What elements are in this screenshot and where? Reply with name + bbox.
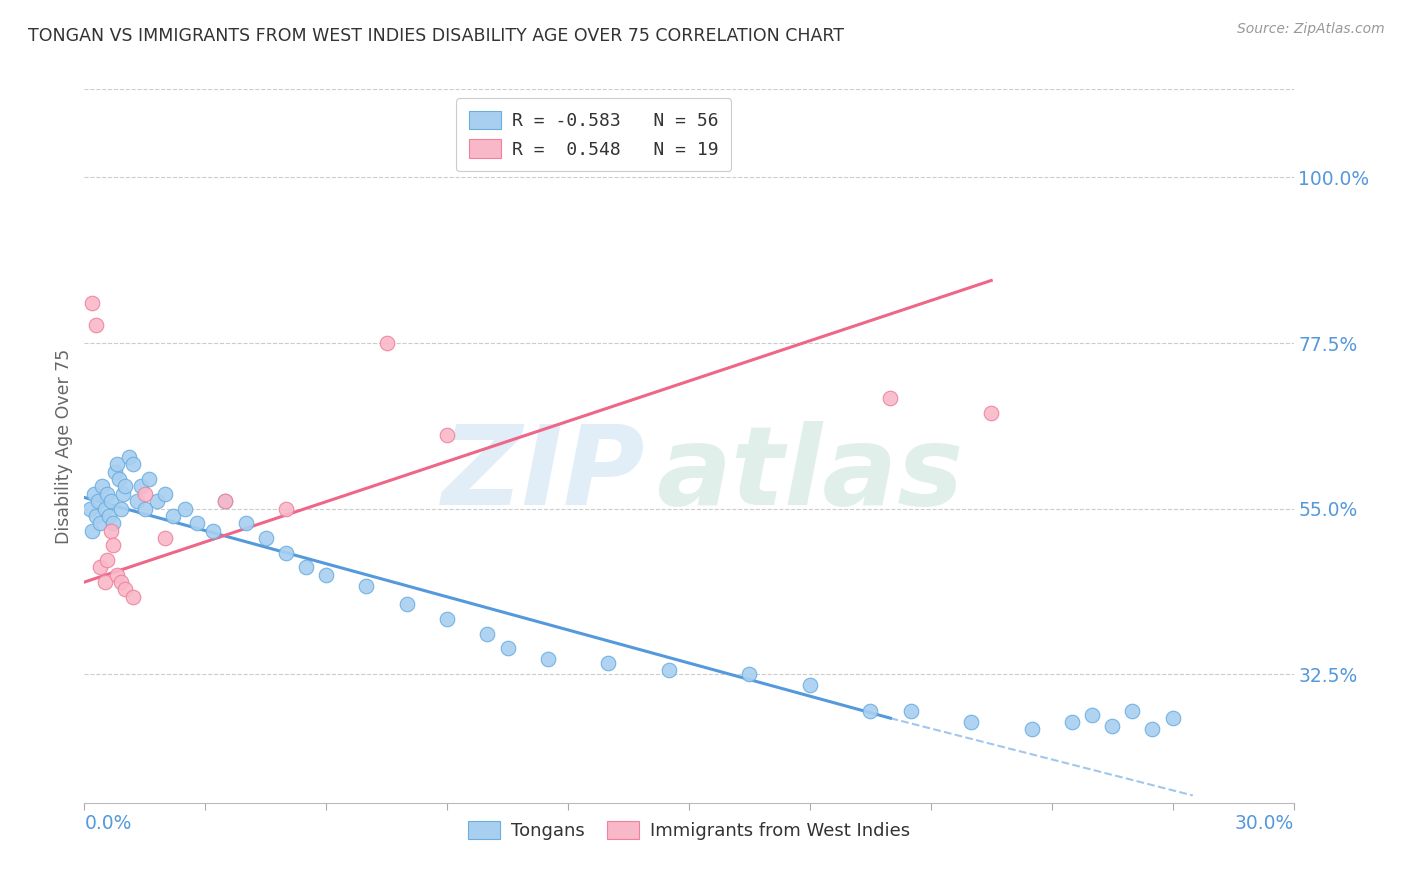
Point bbox=[537, 652, 560, 666]
Point bbox=[254, 531, 277, 545]
Text: 30.0%: 30.0% bbox=[1234, 814, 1294, 833]
Point bbox=[138, 472, 160, 486]
Point bbox=[93, 575, 115, 590]
Point bbox=[96, 553, 118, 567]
Point bbox=[96, 487, 118, 501]
Point bbox=[105, 567, 128, 582]
Point bbox=[134, 487, 156, 501]
Point bbox=[1021, 723, 1043, 737]
Point bbox=[111, 487, 134, 501]
Point bbox=[214, 494, 236, 508]
Point bbox=[214, 494, 236, 508]
Point bbox=[598, 656, 620, 670]
Point bbox=[107, 472, 129, 486]
Point bbox=[100, 494, 122, 508]
Text: atlas: atlas bbox=[657, 421, 963, 528]
Point bbox=[125, 494, 148, 508]
Point bbox=[174, 501, 197, 516]
Point bbox=[91, 479, 114, 493]
Point bbox=[859, 704, 882, 718]
Text: ZIP: ZIP bbox=[441, 421, 645, 528]
Point bbox=[315, 567, 337, 582]
Point bbox=[477, 626, 499, 640]
Point bbox=[87, 494, 110, 508]
Point bbox=[186, 516, 208, 531]
Text: Source: ZipAtlas.com: Source: ZipAtlas.com bbox=[1237, 22, 1385, 37]
Point bbox=[900, 704, 922, 718]
Point bbox=[89, 560, 111, 574]
Point bbox=[97, 508, 120, 523]
Point bbox=[980, 406, 1002, 420]
Text: TONGAN VS IMMIGRANTS FROM WEST INDIES DISABILITY AGE OVER 75 CORRELATION CHART: TONGAN VS IMMIGRANTS FROM WEST INDIES DI… bbox=[28, 27, 844, 45]
Point bbox=[356, 579, 378, 593]
Point bbox=[496, 641, 519, 656]
Point bbox=[436, 428, 458, 442]
Point bbox=[146, 494, 169, 508]
Point bbox=[118, 450, 141, 464]
Point bbox=[1121, 704, 1143, 718]
Point bbox=[1142, 723, 1164, 737]
Point bbox=[1101, 718, 1123, 732]
Y-axis label: Disability Age Over 75: Disability Age Over 75 bbox=[55, 349, 73, 543]
Point bbox=[89, 516, 111, 531]
Point bbox=[879, 391, 901, 405]
Point bbox=[274, 501, 297, 516]
Point bbox=[110, 575, 132, 590]
Text: 0.0%: 0.0% bbox=[84, 814, 132, 833]
Point bbox=[375, 336, 398, 351]
Point bbox=[121, 458, 143, 472]
Point bbox=[93, 501, 115, 516]
Point bbox=[86, 508, 108, 523]
Point bbox=[153, 531, 176, 545]
Point bbox=[101, 516, 124, 531]
Point bbox=[153, 487, 176, 501]
Point bbox=[658, 664, 681, 678]
Point bbox=[274, 546, 297, 560]
Point bbox=[114, 582, 136, 597]
Point bbox=[79, 501, 101, 516]
Point bbox=[101, 538, 124, 552]
Point bbox=[295, 560, 318, 574]
Legend: Tongans, Immigrants from West Indies: Tongans, Immigrants from West Indies bbox=[461, 814, 917, 847]
Point bbox=[100, 524, 122, 538]
Point bbox=[82, 524, 104, 538]
Point bbox=[86, 318, 108, 332]
Point bbox=[110, 501, 132, 516]
Point bbox=[83, 487, 105, 501]
Point bbox=[162, 508, 184, 523]
Point bbox=[395, 597, 418, 611]
Point bbox=[235, 516, 257, 531]
Point bbox=[129, 479, 152, 493]
Point bbox=[960, 714, 983, 729]
Point bbox=[1161, 711, 1184, 725]
Point bbox=[1081, 707, 1104, 722]
Point bbox=[436, 612, 458, 626]
Point bbox=[105, 458, 128, 472]
Point bbox=[738, 667, 761, 681]
Point bbox=[134, 501, 156, 516]
Point bbox=[202, 524, 225, 538]
Point bbox=[121, 590, 143, 604]
Point bbox=[1060, 714, 1083, 729]
Point bbox=[799, 678, 821, 692]
Point bbox=[104, 465, 127, 479]
Point bbox=[114, 479, 136, 493]
Point bbox=[82, 295, 104, 310]
